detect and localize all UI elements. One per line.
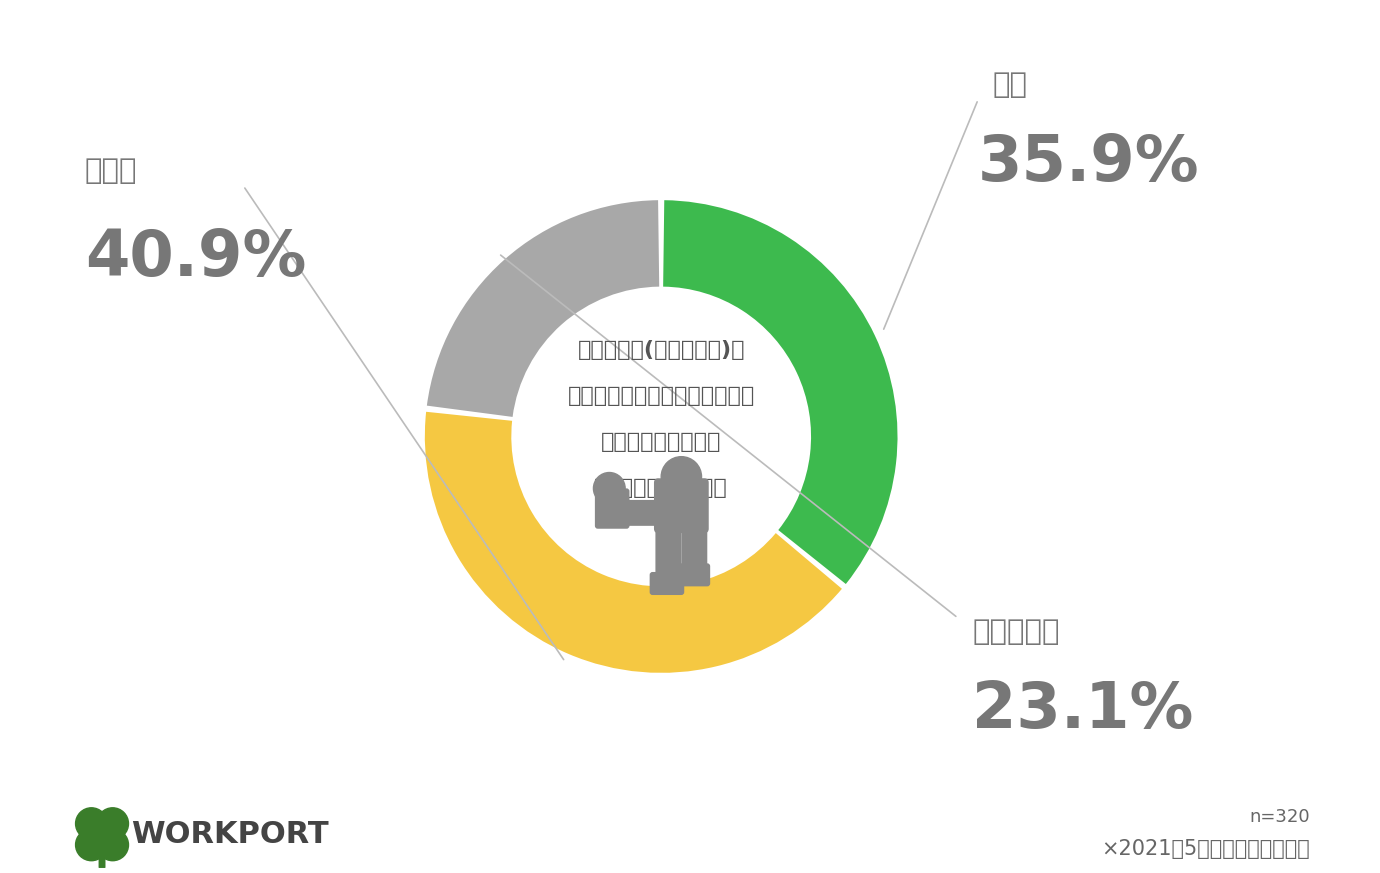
Wedge shape [425, 412, 842, 673]
FancyBboxPatch shape [610, 500, 664, 526]
Text: 35.9%: 35.9% [978, 132, 1199, 194]
FancyBboxPatch shape [98, 848, 105, 868]
Text: ×2021年5月ワークポート調べ: ×2021年5月ワークポート調べ [1101, 839, 1310, 859]
Circle shape [97, 808, 128, 840]
Wedge shape [664, 200, 897, 584]
FancyBboxPatch shape [682, 523, 708, 574]
FancyBboxPatch shape [595, 488, 629, 529]
Text: 整っていると感じるか: 整っていると感じるか [595, 478, 729, 498]
FancyBboxPatch shape [676, 563, 711, 587]
Text: 40.9%: 40.9% [84, 227, 306, 289]
Circle shape [76, 808, 108, 840]
Circle shape [97, 829, 128, 861]
Text: いいえ: いいえ [84, 157, 137, 185]
Text: n=320: n=320 [1249, 808, 1310, 826]
Text: 現在の会社(直近の会社)は: 現在の会社(直近の会社)は [577, 340, 745, 360]
FancyBboxPatch shape [650, 572, 684, 595]
Circle shape [661, 457, 701, 497]
Text: 図れる制度や環境が: 図れる制度や環境が [602, 432, 722, 452]
FancyBboxPatch shape [656, 523, 682, 583]
Text: はい: はい [992, 71, 1028, 99]
Text: WORKPORT: WORKPORT [131, 820, 328, 849]
Text: わからない: わからない [973, 618, 1060, 647]
Circle shape [593, 472, 625, 505]
FancyBboxPatch shape [654, 478, 709, 533]
Text: 23.1%: 23.1% [973, 679, 1194, 741]
Text: 出産や子育てと、仕事の両立が: 出産や子育てと、仕事の両立が [567, 386, 755, 406]
Circle shape [76, 829, 108, 861]
Wedge shape [426, 200, 660, 417]
